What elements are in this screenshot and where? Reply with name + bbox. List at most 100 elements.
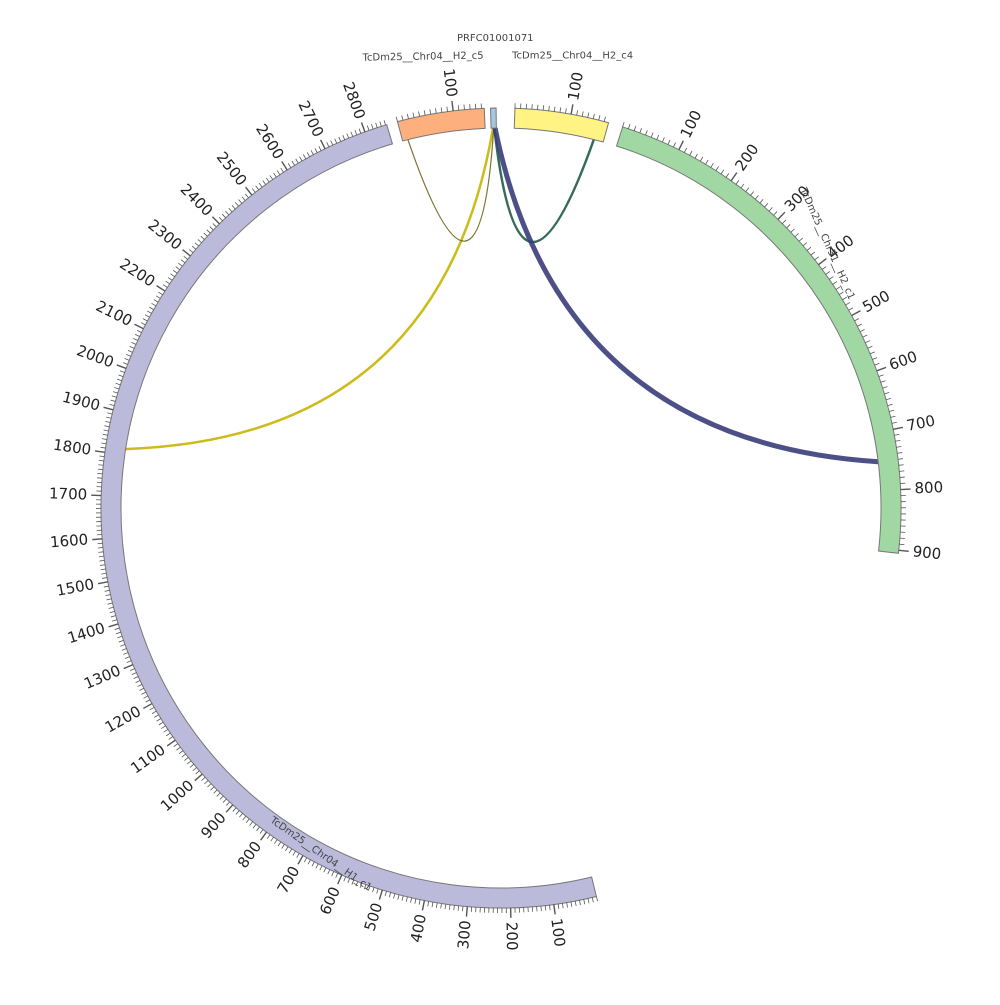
- tick-mark: [109, 607, 114, 608]
- tick-mark: [458, 906, 459, 911]
- tick-mark: [166, 281, 170, 284]
- tick-mark: [202, 777, 206, 780]
- tick-mark: [196, 771, 200, 774]
- tick-mark: [110, 611, 115, 612]
- tick-mark: [285, 847, 288, 851]
- tick-mark: [263, 181, 266, 185]
- tick-mark: [98, 552, 103, 553]
- tick-mark: [413, 113, 414, 118]
- tick-mark: [106, 595, 111, 596]
- tick-mark: [879, 375, 884, 377]
- tick-mark: [192, 246, 196, 249]
- tick-mark: [543, 105, 544, 110]
- tick-mark: [651, 133, 653, 138]
- tick-mark: [311, 150, 313, 154]
- tick-mark: [695, 154, 697, 158]
- tick-mark: [419, 900, 420, 905]
- tick-mark: [592, 897, 593, 902]
- tick-mark: [107, 599, 112, 600]
- tick-mark: [545, 906, 546, 911]
- tick-mark: [154, 300, 158, 303]
- tick-mark: [282, 844, 285, 848]
- tick-mark: [226, 802, 229, 806]
- tick-mark: [92, 539, 102, 540]
- tick-mark: [184, 757, 188, 760]
- tick-label: 400: [407, 913, 430, 945]
- tick-mark: [107, 413, 112, 414]
- tick-mark: [339, 137, 341, 142]
- tick-mark: [101, 443, 106, 444]
- tick-mark: [566, 108, 567, 113]
- tick-mark: [152, 711, 156, 714]
- tick-mark: [628, 124, 630, 129]
- tick-label: 2800: [339, 80, 369, 122]
- tick-mark: [846, 302, 850, 305]
- tick-mark: [137, 330, 141, 332]
- tick-mark: [335, 139, 337, 144]
- tick-mark: [252, 188, 255, 192]
- tick-mark: [562, 903, 563, 908]
- tick-mark: [176, 747, 180, 750]
- tick-mark: [260, 830, 263, 834]
- tick-mark: [445, 904, 446, 909]
- tick-mark: [316, 864, 318, 868]
- tick-mark: [582, 111, 583, 116]
- tick-mark: [870, 352, 875, 354]
- tick-mark: [424, 110, 425, 115]
- tick-mark: [104, 430, 109, 431]
- tick-mark: [411, 898, 412, 903]
- tick-mark: [402, 896, 403, 901]
- tick-mark: [684, 148, 686, 152]
- tick-mark: [111, 616, 116, 617]
- segment-chr04_h2_c4: [514, 108, 608, 142]
- tick-label: 200: [731, 140, 762, 174]
- tick-mark: [791, 229, 795, 232]
- tick-label: 2100: [93, 297, 135, 330]
- tick-mark: [751, 191, 754, 195]
- tick-mark: [125, 359, 130, 361]
- tick-mark: [554, 107, 555, 112]
- tick-mark: [123, 363, 128, 365]
- tick-mark: [896, 446, 901, 447]
- tick-mark: [120, 644, 125, 646]
- tick-mark: [278, 842, 281, 846]
- tick-mark: [98, 582, 108, 584]
- tick-mark: [736, 180, 739, 184]
- tick-mark: [826, 271, 830, 274]
- tick-label: 200: [502, 922, 521, 951]
- tick-mark: [212, 217, 219, 224]
- tick-mark: [308, 860, 310, 864]
- tick-mark: [147, 311, 151, 313]
- tick-label: 100: [677, 107, 706, 141]
- segment-prfc: [491, 108, 497, 128]
- tick-mark: [894, 434, 899, 435]
- tick-mark: [577, 110, 578, 115]
- segment-name-label: TcDm25__Chr04__H2_c5: [361, 51, 483, 64]
- tick-mark: [320, 866, 322, 870]
- tick-mark: [554, 904, 555, 914]
- tick-mark: [741, 184, 744, 188]
- tick-mark: [376, 123, 378, 128]
- tick-mark: [886, 398, 891, 399]
- tick-mark: [106, 417, 111, 418]
- tick-mark: [109, 404, 114, 405]
- tick-mark: [103, 434, 108, 435]
- tick-mark: [239, 200, 242, 204]
- tick-mark: [101, 569, 106, 570]
- tick-mark: [774, 212, 777, 216]
- tick-mark: [700, 157, 702, 161]
- tick-label: 300: [454, 920, 474, 950]
- tick-mark: [239, 813, 242, 817]
- tick-mark: [863, 335, 868, 337]
- tick-mark: [359, 129, 361, 134]
- tick-mark: [454, 905, 455, 910]
- tick-mark: [657, 135, 659, 140]
- tick-mark: [857, 324, 861, 326]
- tick-mark: [447, 107, 448, 112]
- tick-mark: [584, 899, 585, 904]
- tick-label: 1700: [49, 484, 88, 503]
- tick-mark: [220, 796, 223, 800]
- tick-mark: [219, 217, 222, 221]
- tick-mark: [567, 903, 568, 908]
- tick-mark: [312, 862, 314, 866]
